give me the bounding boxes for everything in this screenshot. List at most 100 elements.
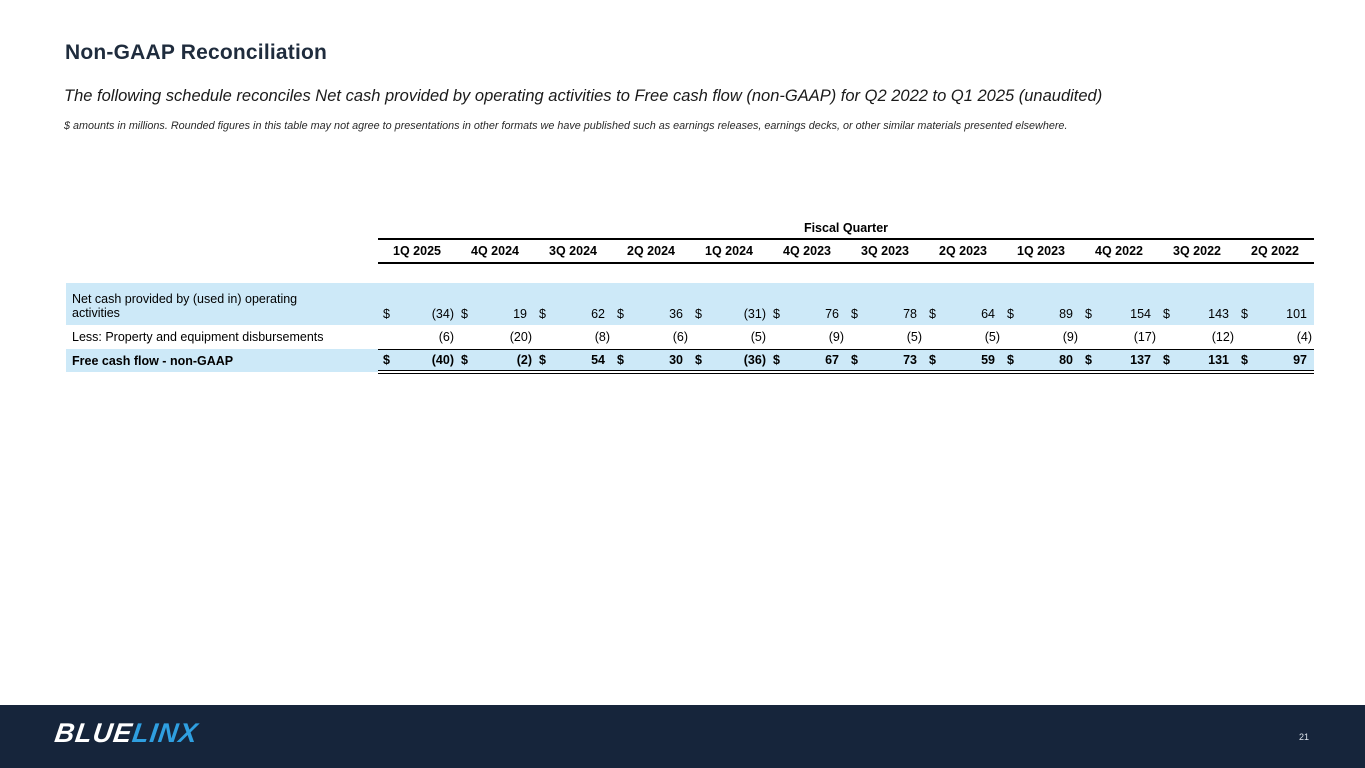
value-cell: $ (34) — [378, 283, 456, 325]
value-cell: $ (31) — [690, 283, 768, 325]
quarter-column-header: 1Q 2024 — [690, 239, 768, 264]
value-cell: (20) — [456, 325, 534, 350]
spacer-row — [66, 263, 1314, 283]
value-cell: $143 — [1158, 283, 1236, 325]
value-cell: $59 — [924, 349, 1002, 374]
cell-value: (4) — [1296, 329, 1312, 344]
value-cell: $62 — [534, 283, 612, 325]
currency-symbol: $ — [1085, 352, 1092, 367]
cell-value: 78 — [903, 307, 917, 321]
cell-value: 154 — [1130, 307, 1151, 321]
row-label-column-header — [66, 239, 378, 263]
cell-value: 64 — [981, 307, 995, 321]
value-cell: (6) — [612, 325, 690, 350]
value-cell: $ (2) — [456, 349, 534, 374]
row-label: Net cash provided by (used in) operating… — [66, 283, 378, 325]
cell-value: (6) — [672, 329, 688, 344]
value-cell: $64 — [924, 283, 1002, 325]
cell-value: (31) — [743, 307, 766, 321]
cell-value: (5) — [906, 329, 922, 344]
currency-symbol: $ — [383, 307, 390, 321]
cell-value: (20) — [509, 329, 532, 344]
value-cell: (8) — [534, 325, 612, 350]
currency-symbol: $ — [383, 352, 390, 367]
table-row: Less: Property and equipment disbursemen… — [66, 325, 1314, 350]
cell-value: 62 — [591, 307, 605, 321]
currency-symbol: $ — [929, 352, 936, 367]
currency-symbol: $ — [461, 307, 468, 321]
value-cell: (12) — [1158, 325, 1236, 350]
cell-value: (40) — [431, 352, 454, 367]
cell-value: 80 — [1059, 352, 1073, 367]
page-number: 21 — [1298, 732, 1309, 742]
value-cell: (17) — [1080, 325, 1158, 350]
currency-symbol: $ — [773, 352, 780, 367]
currency-symbol: $ — [539, 352, 546, 367]
currency-symbol: $ — [539, 307, 546, 321]
group-header-row: Fiscal Quarter — [66, 218, 1314, 240]
quarter-column-header: 2Q 2022 — [1236, 239, 1314, 264]
cell-value: 73 — [903, 352, 917, 367]
cell-value: 137 — [1130, 352, 1151, 367]
cell-value: 36 — [669, 307, 683, 321]
cell-value: 76 — [825, 307, 839, 321]
page-title: Non-GAAP Reconciliation — [65, 41, 328, 64]
bluelinx-logo: BLUELINX — [53, 718, 200, 749]
cell-value: (12) — [1211, 329, 1234, 344]
currency-symbol: $ — [1007, 307, 1014, 321]
quarter-column-header: 2Q 2024 — [612, 239, 690, 264]
currency-symbol: $ — [1241, 352, 1248, 367]
currency-symbol: $ — [617, 307, 624, 321]
cell-value: 101 — [1286, 307, 1307, 321]
cell-value: (9) — [828, 329, 844, 344]
value-cell: $137 — [1080, 349, 1158, 374]
cell-value: (34) — [431, 307, 454, 321]
cell-value: 143 — [1208, 307, 1229, 321]
value-cell: $30 — [612, 349, 690, 374]
cell-value: 97 — [1293, 352, 1307, 367]
cell-value: 131 — [1208, 352, 1229, 367]
value-cell: $76 — [768, 283, 846, 325]
reconciliation-table: Fiscal Quarter 1Q 2025 4Q 2024 3Q 2024 2Q 2… — [66, 218, 1314, 374]
quarter-column-header: 3Q 2023 — [846, 239, 924, 264]
value-cell: $154 — [1080, 283, 1158, 325]
value-cell: (6) — [378, 325, 456, 350]
currency-symbol: $ — [1163, 352, 1170, 367]
value-cell: $19 — [456, 283, 534, 325]
cell-value: 54 — [591, 352, 605, 367]
currency-symbol: $ — [695, 352, 702, 367]
value-cell: $67 — [768, 349, 846, 374]
value-cell: $131 — [1158, 349, 1236, 374]
value-cell: (9) — [768, 325, 846, 350]
cell-value: 67 — [825, 352, 839, 367]
quarter-column-header: 4Q 2024 — [456, 239, 534, 264]
value-cell: $ (36) — [690, 349, 768, 374]
currency-symbol: $ — [1085, 307, 1092, 321]
cell-value: (2) — [516, 352, 532, 367]
quarter-column-header: 2Q 2023 — [924, 239, 1002, 264]
value-cell: $97 — [1236, 349, 1314, 374]
value-cell: $36 — [612, 283, 690, 325]
value-cell: $80 — [1002, 349, 1080, 374]
quarter-column-header: 3Q 2022 — [1158, 239, 1236, 264]
currency-symbol: $ — [929, 307, 936, 321]
value-cell: (5) — [924, 325, 1002, 350]
footnote: $ amounts in millions. Rounded figures i… — [64, 120, 1068, 132]
footer-bar: BLUELINX 21 — [0, 705, 1365, 768]
logo-text-linx: LINX — [130, 718, 201, 748]
cell-value: (36) — [743, 352, 766, 367]
logo-text-blue: BLUE — [52, 718, 135, 748]
value-cell: (5) — [846, 325, 924, 350]
subtitle: The following schedule reconciles Net ca… — [64, 87, 1103, 105]
value-cell: (5) — [690, 325, 768, 350]
cell-value: 30 — [669, 352, 683, 367]
cell-value: 19 — [513, 307, 527, 321]
value-cell: (9) — [1002, 325, 1080, 350]
row-label: Free cash flow - non-GAAP — [66, 349, 378, 372]
value-cell: $78 — [846, 283, 924, 325]
cell-value: (9) — [1062, 329, 1078, 344]
currency-symbol: $ — [617, 352, 624, 367]
value-cell: (4) — [1236, 325, 1314, 350]
value-cell: $ (40) — [378, 349, 456, 374]
